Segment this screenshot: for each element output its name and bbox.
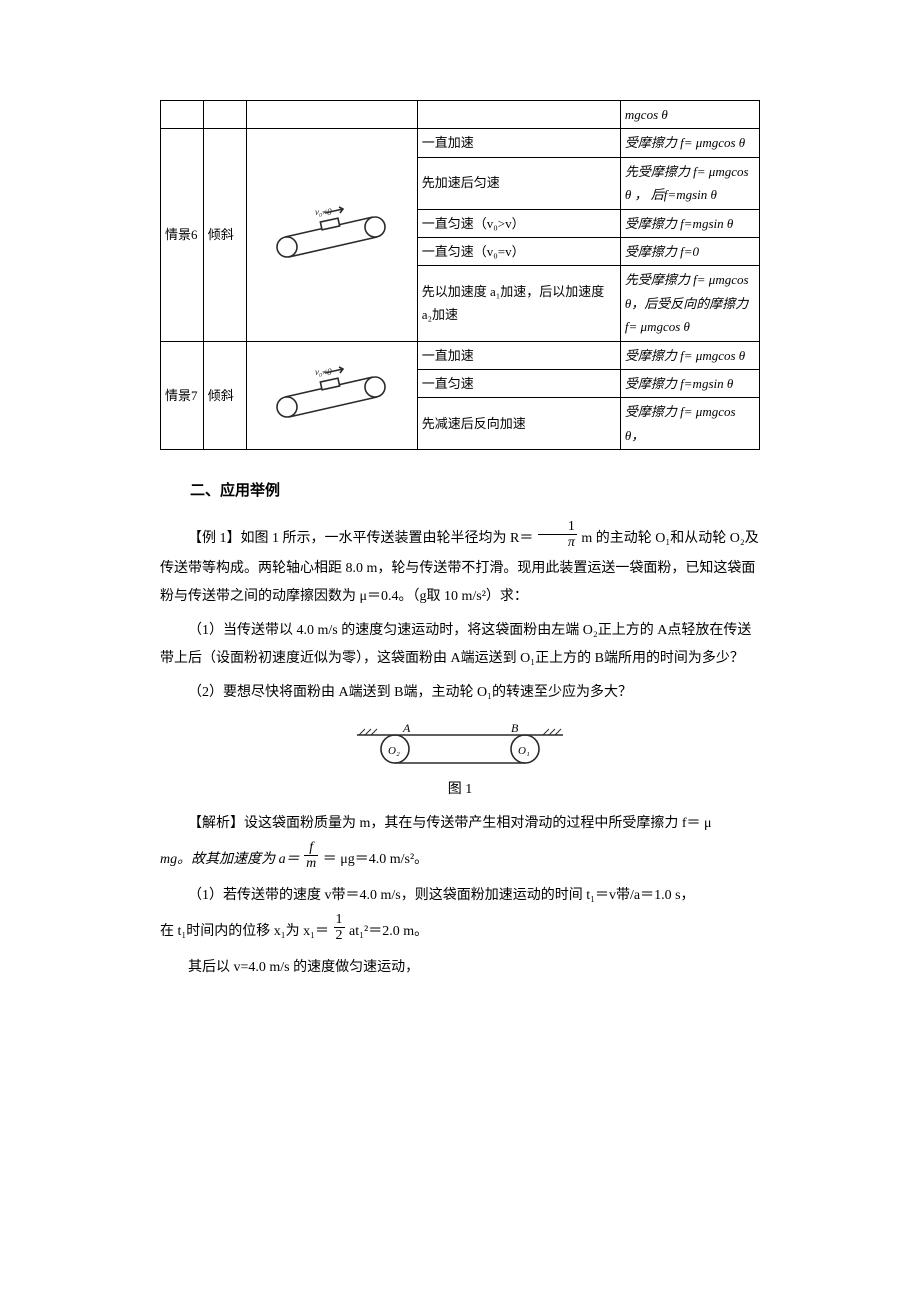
scene7-diagram: v₀≠0: [246, 341, 417, 450]
text: 【例 1】如图 1 所示，一水平传送装置由轮半径均为 R＝: [188, 531, 533, 546]
svg-text:v₀≠0: v₀≠0: [315, 367, 332, 377]
solution-p2: （1）若传送带的速度 v带＝4.0 m/s，则这袋面粉加速运动的时间 t₁＝v带…: [160, 882, 760, 910]
cell-text: 一直匀速（v₀=v）: [417, 237, 620, 265]
label-o1: O₁: [518, 745, 530, 757]
frac-den: m: [304, 856, 318, 871]
cell-text: 先受摩擦力 f= μmgcos θ，后受反向的摩擦力 f= μmgcos θ: [625, 272, 749, 334]
text: mg。故其加速度为 a＝: [160, 852, 300, 867]
cell-text: 先加速后匀速: [417, 157, 620, 209]
text: 在 t₁时间内的位移 x₁为 x₁＝: [160, 924, 329, 939]
cell-text: 一直匀速: [417, 369, 620, 397]
figure-caption: 图 1: [160, 777, 760, 802]
table-row: mgcos θ: [161, 101, 760, 129]
table-row: 情景6 倾斜: [161, 129, 760, 157]
section-title: 二、应用举例: [160, 478, 760, 505]
conveyor-diagram-icon: A B O₂ O₁: [355, 721, 565, 775]
frac-num: 1: [538, 519, 577, 535]
cell-text: 一直加速: [417, 129, 620, 157]
inclined-belt-icon: v₀≠0: [257, 365, 407, 425]
text: ＝ μg＝4.0 m/s²。: [323, 852, 428, 867]
physics-scenarios-table: mgcos θ 情景6 倾斜: [160, 100, 760, 450]
cell-text: 受摩擦力 f=mgsin θ: [625, 376, 733, 391]
example1-lead: 【例 1】如图 1 所示，一水平传送装置由轮半径均为 R＝ 1 π m 的主动轮…: [160, 523, 760, 611]
cell-text: 先以加速度 a₁加速，后以加速度 a₂加速: [417, 266, 620, 341]
frac-den: π: [538, 535, 577, 550]
document-page: mgcos θ 情景6 倾斜: [80, 0, 840, 1068]
frac-num: f: [304, 840, 318, 856]
cell-text: 受摩擦力 f= μmgcos θ: [625, 348, 745, 363]
fraction: 1 π: [538, 519, 577, 551]
frac-num: 1: [334, 912, 345, 928]
example1-q2: （2）要想尽快将面粉由 A端送到 B端，主动轮 O₁的转速至少应为多大？: [160, 679, 760, 707]
cell-text: 受摩擦力 f= μmgcos θ，: [625, 404, 736, 442]
table-row: 情景7 倾斜 v₀≠0: [161, 341, 760, 369]
example1-q1: （1）当传送带以 4.0 m/s 的速度匀速运动时，将这袋面粉由左端 O₂正上方…: [160, 617, 760, 673]
scene-orient: 倾斜: [203, 129, 246, 341]
cell-text: 受摩擦力 f=mgsin θ: [625, 216, 733, 231]
solution-p1a: 【解析】设这袋面粉质量为 m，其在与传送带产生相对滑动的过程中所受摩擦力 f＝ …: [160, 810, 760, 838]
cell-text: 一直匀速（v₀>v）: [417, 209, 620, 237]
cell-text: mgcos θ: [625, 107, 668, 122]
scene6-diagram: v₀≠0: [246, 129, 417, 341]
cell-text: 先减速后反向加速: [417, 398, 620, 450]
solution-p4: 其后以 v=4.0 m/s 的速度做匀速运动，: [160, 954, 760, 982]
fraction: 1 2: [334, 912, 345, 944]
label-b: B: [511, 721, 519, 735]
cell-text: 一直加速: [417, 341, 620, 369]
solution-p1b: mg。故其加速度为 a＝ f m ＝ μg＝4.0 m/s²。: [160, 844, 760, 876]
cell-text: 受摩擦力 f=0: [625, 244, 699, 259]
cell-text: 先受摩擦力 f= μmgcos θ ， 后f=mgsin θ: [625, 164, 749, 202]
scene-label: 情景6: [161, 129, 204, 341]
fraction: f m: [304, 840, 318, 872]
svg-text:v₀≠0: v₀≠0: [315, 207, 332, 217]
label-a: A: [402, 721, 411, 735]
solution-p3: 在 t₁时间内的位移 x₁为 x₁＝ 1 2 at₁²＝2.0 m。: [160, 916, 760, 948]
text: at₁²＝2.0 m。: [349, 924, 428, 939]
figure-1: A B O₂ O₁ 图 1: [160, 721, 760, 802]
scene-orient: 倾斜: [203, 341, 246, 450]
inclined-belt-icon: v₀≠0: [257, 205, 407, 265]
cell-text: 受摩擦力 f= μmgcos θ: [625, 135, 745, 150]
frac-den: 2: [334, 928, 345, 943]
scene-label: 情景7: [161, 341, 204, 450]
label-o2: O₂: [388, 745, 400, 757]
